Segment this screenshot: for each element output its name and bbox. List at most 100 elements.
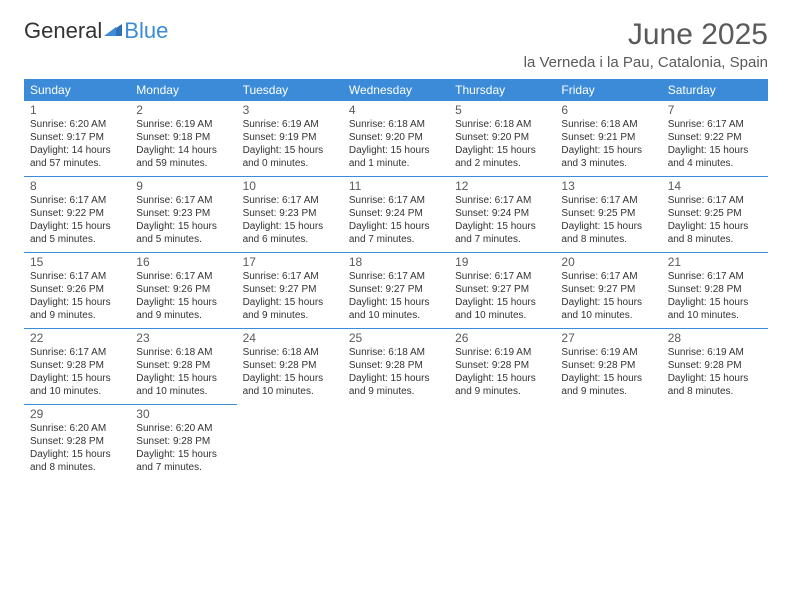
day-info: Sunrise: 6:20 AMSunset: 9:28 PMDaylight:… <box>30 422 124 474</box>
sunrise-text: Sunrise: 6:19 AM <box>668 346 762 359</box>
day-info: Sunrise: 6:17 AMSunset: 9:28 PMDaylight:… <box>30 346 124 398</box>
day-info: Sunrise: 6:18 AMSunset: 9:28 PMDaylight:… <box>243 346 337 398</box>
daylight-text: Daylight: 15 hours and 2 minutes. <box>455 144 549 170</box>
logo-sail-icon <box>104 18 124 44</box>
daylight-text: Daylight: 15 hours and 7 minutes. <box>136 448 230 474</box>
daylight-text: Daylight: 15 hours and 10 minutes. <box>243 372 337 398</box>
sunset-text: Sunset: 9:22 PM <box>668 131 762 144</box>
day-number: 17 <box>243 255 337 269</box>
day-info: Sunrise: 6:17 AMSunset: 9:26 PMDaylight:… <box>30 270 124 322</box>
sunset-text: Sunset: 9:21 PM <box>561 131 655 144</box>
sunrise-text: Sunrise: 6:17 AM <box>668 194 762 207</box>
day-number: 27 <box>561 331 655 345</box>
day-cell: 11Sunrise: 6:17 AMSunset: 9:24 PMDayligh… <box>343 177 449 253</box>
day-number: 13 <box>561 179 655 193</box>
sunset-text: Sunset: 9:17 PM <box>30 131 124 144</box>
day-cell: 26Sunrise: 6:19 AMSunset: 9:28 PMDayligh… <box>449 329 555 405</box>
day-info: Sunrise: 6:17 AMSunset: 9:27 PMDaylight:… <box>455 270 549 322</box>
daylight-text: Daylight: 15 hours and 5 minutes. <box>136 220 230 246</box>
sunrise-text: Sunrise: 6:17 AM <box>349 270 443 283</box>
day-number: 30 <box>136 407 230 421</box>
day-number: 22 <box>30 331 124 345</box>
sunrise-text: Sunrise: 6:17 AM <box>30 346 124 359</box>
day-number: 5 <box>455 103 549 117</box>
daylight-text: Daylight: 15 hours and 10 minutes. <box>349 296 443 322</box>
daylight-text: Daylight: 15 hours and 9 minutes. <box>455 372 549 398</box>
day-cell: 14Sunrise: 6:17 AMSunset: 9:25 PMDayligh… <box>662 177 768 253</box>
logo: General Blue <box>24 18 168 44</box>
day-info: Sunrise: 6:20 AMSunset: 9:17 PMDaylight:… <box>30 118 124 170</box>
day-number: 23 <box>136 331 230 345</box>
day-info: Sunrise: 6:18 AMSunset: 9:20 PMDaylight:… <box>349 118 443 170</box>
day-cell: 12Sunrise: 6:17 AMSunset: 9:24 PMDayligh… <box>449 177 555 253</box>
sunset-text: Sunset: 9:28 PM <box>668 359 762 372</box>
day-info: Sunrise: 6:17 AMSunset: 9:25 PMDaylight:… <box>668 194 762 246</box>
daylight-text: Daylight: 15 hours and 3 minutes. <box>561 144 655 170</box>
dow-saturday: Saturday <box>662 79 768 101</box>
location: la Verneda i la Pau, Catalonia, Spain <box>524 54 768 71</box>
day-info: Sunrise: 6:17 AMSunset: 9:22 PMDaylight:… <box>668 118 762 170</box>
dow-tuesday: Tuesday <box>237 79 343 101</box>
daylight-text: Daylight: 15 hours and 9 minutes. <box>349 372 443 398</box>
sunset-text: Sunset: 9:28 PM <box>668 283 762 296</box>
day-number: 9 <box>136 179 230 193</box>
day-number: 14 <box>668 179 762 193</box>
sunrise-text: Sunrise: 6:20 AM <box>136 422 230 435</box>
sunset-text: Sunset: 9:28 PM <box>243 359 337 372</box>
day-number: 2 <box>136 103 230 117</box>
daylight-text: Daylight: 15 hours and 8 minutes. <box>561 220 655 246</box>
calendar-table: Sunday Monday Tuesday Wednesday Thursday… <box>24 79 768 480</box>
dow-row: Sunday Monday Tuesday Wednesday Thursday… <box>24 79 768 101</box>
day-number: 26 <box>455 331 549 345</box>
sunrise-text: Sunrise: 6:18 AM <box>243 346 337 359</box>
sunrise-text: Sunrise: 6:17 AM <box>243 270 337 283</box>
sunset-text: Sunset: 9:28 PM <box>136 359 230 372</box>
day-info: Sunrise: 6:19 AMSunset: 9:28 PMDaylight:… <box>668 346 762 398</box>
sunrise-text: Sunrise: 6:17 AM <box>136 270 230 283</box>
sunrise-text: Sunrise: 6:17 AM <box>349 194 443 207</box>
sunset-text: Sunset: 9:28 PM <box>349 359 443 372</box>
day-number: 10 <box>243 179 337 193</box>
daylight-text: Daylight: 15 hours and 9 minutes. <box>561 372 655 398</box>
day-number: 8 <box>30 179 124 193</box>
dow-sunday: Sunday <box>24 79 130 101</box>
day-info: Sunrise: 6:20 AMSunset: 9:28 PMDaylight:… <box>136 422 230 474</box>
sunset-text: Sunset: 9:27 PM <box>561 283 655 296</box>
sunset-text: Sunset: 9:28 PM <box>30 359 124 372</box>
day-cell: 27Sunrise: 6:19 AMSunset: 9:28 PMDayligh… <box>555 329 661 405</box>
day-number: 24 <box>243 331 337 345</box>
sunrise-text: Sunrise: 6:17 AM <box>668 270 762 283</box>
sunrise-text: Sunrise: 6:19 AM <box>455 346 549 359</box>
day-info: Sunrise: 6:17 AMSunset: 9:24 PMDaylight:… <box>349 194 443 246</box>
day-cell <box>449 405 555 481</box>
day-cell: 4Sunrise: 6:18 AMSunset: 9:20 PMDaylight… <box>343 101 449 177</box>
day-number: 1 <box>30 103 124 117</box>
dow-thursday: Thursday <box>449 79 555 101</box>
daylight-text: Daylight: 15 hours and 10 minutes. <box>561 296 655 322</box>
header: General Blue June 2025 la Verneda i la P… <box>24 18 768 71</box>
day-cell: 28Sunrise: 6:19 AMSunset: 9:28 PMDayligh… <box>662 329 768 405</box>
day-number: 18 <box>349 255 443 269</box>
day-info: Sunrise: 6:17 AMSunset: 9:22 PMDaylight:… <box>30 194 124 246</box>
sunset-text: Sunset: 9:27 PM <box>243 283 337 296</box>
week-row: 22Sunrise: 6:17 AMSunset: 9:28 PMDayligh… <box>24 329 768 405</box>
day-number: 20 <box>561 255 655 269</box>
day-info: Sunrise: 6:19 AMSunset: 9:28 PMDaylight:… <box>455 346 549 398</box>
sunset-text: Sunset: 9:25 PM <box>561 207 655 220</box>
sunrise-text: Sunrise: 6:17 AM <box>30 270 124 283</box>
sunrise-text: Sunrise: 6:17 AM <box>30 194 124 207</box>
sunrise-text: Sunrise: 6:17 AM <box>455 270 549 283</box>
day-cell: 22Sunrise: 6:17 AMSunset: 9:28 PMDayligh… <box>24 329 130 405</box>
day-number: 19 <box>455 255 549 269</box>
sunrise-text: Sunrise: 6:19 AM <box>243 118 337 131</box>
week-row: 8Sunrise: 6:17 AMSunset: 9:22 PMDaylight… <box>24 177 768 253</box>
sunset-text: Sunset: 9:23 PM <box>243 207 337 220</box>
day-cell <box>555 405 661 481</box>
daylight-text: Daylight: 15 hours and 7 minutes. <box>455 220 549 246</box>
day-cell: 9Sunrise: 6:17 AMSunset: 9:23 PMDaylight… <box>130 177 236 253</box>
daylight-text: Daylight: 15 hours and 10 minutes. <box>455 296 549 322</box>
day-info: Sunrise: 6:17 AMSunset: 9:24 PMDaylight:… <box>455 194 549 246</box>
dow-friday: Friday <box>555 79 661 101</box>
day-info: Sunrise: 6:18 AMSunset: 9:20 PMDaylight:… <box>455 118 549 170</box>
daylight-text: Daylight: 15 hours and 9 minutes. <box>30 296 124 322</box>
